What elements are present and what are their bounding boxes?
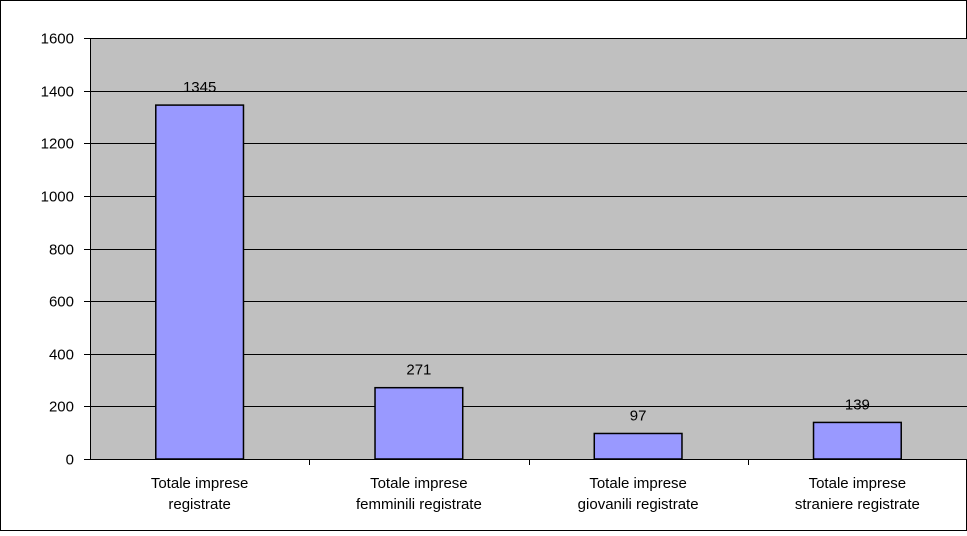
data-label: 271 xyxy=(406,362,431,379)
bar xyxy=(155,104,245,460)
y-tick-label: 1200 xyxy=(41,136,74,153)
data-label: 139 xyxy=(845,396,870,413)
y-tick-label: 0 xyxy=(66,452,74,469)
data-label: 1345 xyxy=(183,79,216,96)
y-tick-label: 800 xyxy=(49,242,74,259)
y-tick-label: 400 xyxy=(49,347,74,364)
data-label: 97 xyxy=(630,407,647,424)
y-tick-label: 600 xyxy=(49,294,74,311)
bar xyxy=(593,432,683,460)
bar xyxy=(812,421,902,460)
y-tick-label: 200 xyxy=(49,399,74,416)
y-tick-label: 1000 xyxy=(41,189,74,206)
x-tick-label: Totale imprese giovanili registrate xyxy=(578,475,699,513)
x-tick-label: Totale imprese femminili registrate xyxy=(356,475,482,513)
labels: 0 200 400 600 800 1000 1200 1400 1600 1345 Totale … xyxy=(41,31,920,514)
y-tick-label: 1600 xyxy=(41,31,74,48)
x-tick-label: Totale imprese registrate xyxy=(151,475,249,513)
axes xyxy=(84,38,967,465)
bars xyxy=(155,104,902,460)
bar xyxy=(374,386,464,460)
x-tick-label: Totale imprese straniere registrate xyxy=(795,475,920,513)
y-tick-label: 1400 xyxy=(41,84,74,101)
